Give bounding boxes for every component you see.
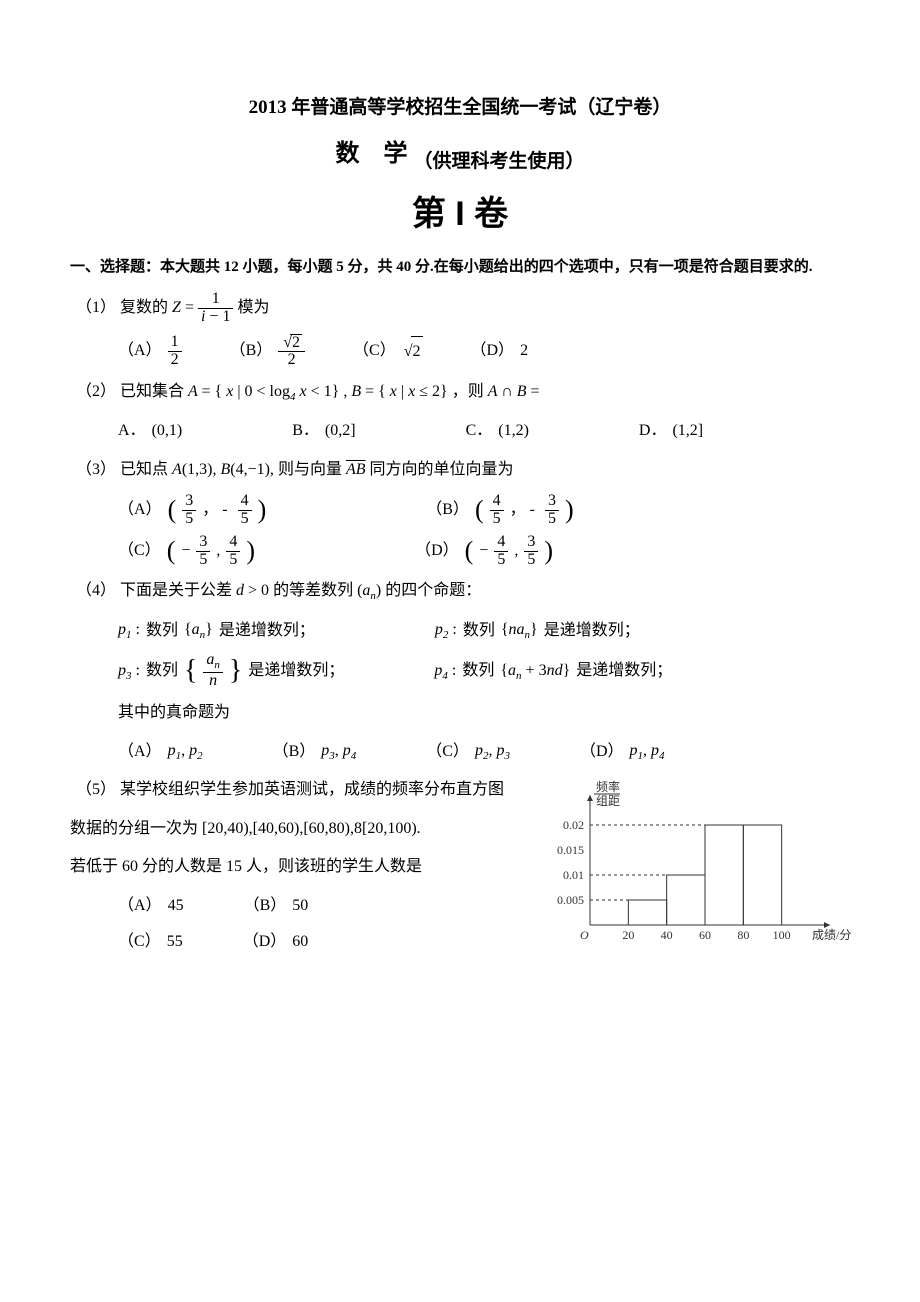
q1-opt-b: （B） 22 [230,334,305,370]
histogram-chart: 频率组距 0.005 0.01 0.015 0.02 20 40 60 80 100 O 成绩/分 [530,775,870,955]
subject-title: 数 学 （供理科考生使用） [70,132,850,180]
svg-text:0.02: 0.02 [563,818,584,832]
q1-stem-b: 模为 [237,299,269,316]
q1-stem-a: 复数的 [120,299,168,316]
q1-opt-d: （D） 2 [471,336,529,366]
q4-label: （4） [76,582,116,599]
subject-sub: （供理科考生使用） [413,151,584,172]
q4-props: p1 : 数列{an}是递增数列； p2 : 数列{nan}是递增数列； p3 … [118,615,850,690]
q5-intervals: [20,40),[40,60),[60,80),8[20,100). [202,820,421,837]
q4-opt-b: （B）p3, p4 [273,736,357,767]
exam-title: 2013 年普通高等学校招生全国统一考试（辽宁卷） [70,90,850,126]
q1-opt-c: （C） 2 [353,336,422,367]
q4-p1: p1 : 数列{an}是递增数列； [118,615,315,646]
question-5-wrap: （5） 某学校组织学生参加英语测试，成绩的频率分布直方图 数据的分组一次为 [2… [70,775,850,957]
section-1-heading: 一、选择题：本大题共 12 小题，每小题 5 分，共 40 分.在每小题给出的四… [70,253,850,282]
q2-opt-c: C．(1,2) [466,416,529,446]
q3-points: A(1,3), B(4,−1), [172,461,274,478]
q5-line1: 某学校组织学生参加英语测试，成绩的频率分布直方图 [120,781,504,798]
q4-stem-c: 的四个命题： [385,582,481,599]
svg-text:40: 40 [661,928,673,942]
subject-main: 数 学 [335,141,407,167]
svg-text:0.015: 0.015 [557,843,584,857]
svg-text:O: O [580,928,589,942]
svg-text:80: 80 [737,928,749,942]
q2-formula-2: A ∩ B = [488,383,540,400]
q4-opt-d: （D）p1, p4 [580,736,665,767]
q3-stem-c: 同方向的单位向量为 [370,461,514,478]
q1-formula: Z = 1i − 1 [172,299,237,316]
question-4: （4） 下面是关于公差 d > 0 的等差数列 (an) 的四个命题： [76,576,850,607]
q4-opt-a: （A）p1, p2 [118,736,203,767]
svg-text:60: 60 [699,928,711,942]
q2-options: A．(0,1) B．(0,2] C．(1,2) D．(1,2] [118,416,850,446]
svg-text:100: 100 [773,928,791,942]
part-title: 第 I 卷 [70,182,850,247]
svg-text:成绩/分: 成绩/分 [812,928,851,942]
svg-text:20: 20 [622,928,634,942]
svg-text:频率: 频率 [596,779,620,794]
svg-text:组距: 组距 [596,794,620,808]
q5-opt-c: （C）55 [118,927,183,957]
q3-stem-a: 已知点 [120,461,168,478]
q3-options: （A） (35， - 45) （B） (45， - 35) （C） (−35,4… [118,493,850,568]
q4-d: d > 0 [236,582,269,599]
q3-opt-d: （D） (−45,35) [415,534,553,569]
q4-p3: p3 : 数列 {ann} 是递增数列； [118,652,344,690]
q1-options: （A） 12 （B） 22 （C） 2 （D） 2 [118,334,850,370]
q4-stem-b: 的等差数列 [273,582,353,599]
q2-opt-a: A．(0,1) [118,416,182,446]
q4-seq: (an) [357,582,381,599]
svg-text:0.005: 0.005 [557,893,584,907]
q2-stem-a: 已知集合 [120,383,184,400]
question-2: （2） 已知集合 A = { x | 0 < log4 x < 1} , B =… [76,377,850,408]
q1-label: （1） [76,299,116,316]
question-3: （3） 已知点 A(1,3), B(4,−1), 则与向量 AB 同方向的单位向… [76,455,850,485]
q2-opt-b: B．(0,2] [292,416,355,446]
q2-stem-b: ，则 [452,383,484,400]
q2-label: （2） [76,383,116,400]
q4-p2: p2 : 数列{nan}是递增数列； [435,615,640,646]
q5-opt-a: （A）45 [118,891,184,921]
q4-options: （A）p1, p2 （B）p3, p4 （C）p2, p3 （D）p1, p4 [118,736,850,767]
question-1: （1） 复数的 Z = 1i − 1 模为 [76,291,850,326]
q5-opt-b: （B）50 [244,891,309,921]
q5-label: （5） [76,781,116,798]
q3-opt-c: （C） (−35,45) [118,534,255,569]
q4-opt-c: （C）p2, p3 [426,736,510,767]
q3-vector: AB [346,461,366,478]
q2-formula: A = { x | 0 < log4 x < 1} , B = { x | x … [188,383,448,400]
q2-opt-d: D．(1,2] [639,416,703,446]
q3-opt-a: （A） (35， - 45) [118,493,266,528]
q3-label: （3） [76,461,116,478]
q4-p4: p4 : 数列{an + 3nd}是递增数列； [434,656,672,687]
q3-opt-b: （B） (45， - 35) [426,493,573,528]
q4-stem-a: 下面是关于公差 [120,582,232,599]
q4-tail: 其中的真命题为 [118,698,850,728]
q1-opt-a: （A） 12 [118,334,182,369]
q5-opt-d: （D）60 [243,927,309,957]
q3-stem-b: 则与向量 [278,461,342,478]
svg-text:0.01: 0.01 [563,868,584,882]
